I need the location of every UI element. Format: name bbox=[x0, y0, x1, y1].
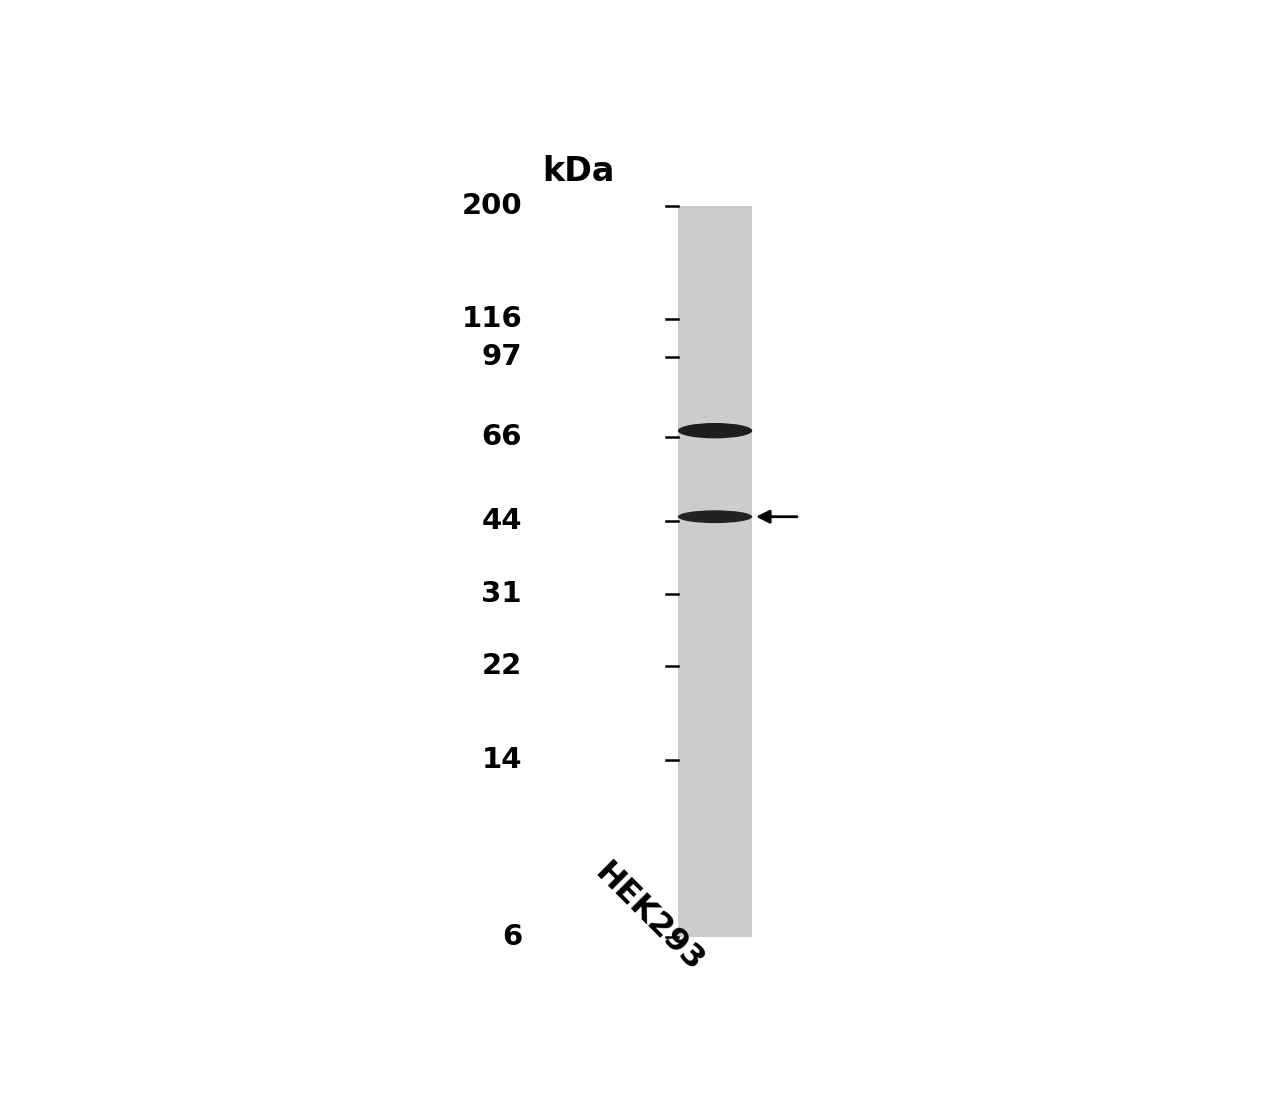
Text: 22: 22 bbox=[481, 652, 522, 679]
Text: 97: 97 bbox=[481, 343, 522, 371]
Text: 31: 31 bbox=[481, 581, 522, 608]
Text: 44: 44 bbox=[481, 507, 522, 535]
Text: 6: 6 bbox=[502, 922, 522, 950]
Ellipse shape bbox=[678, 511, 753, 523]
Text: 116: 116 bbox=[461, 305, 522, 333]
Text: 66: 66 bbox=[481, 423, 522, 451]
Ellipse shape bbox=[678, 423, 753, 438]
Bar bbox=[678, 205, 753, 937]
Text: 200: 200 bbox=[462, 192, 522, 220]
Text: HEK293: HEK293 bbox=[588, 857, 709, 977]
Text: kDa: kDa bbox=[541, 155, 614, 189]
Text: 14: 14 bbox=[481, 746, 522, 774]
